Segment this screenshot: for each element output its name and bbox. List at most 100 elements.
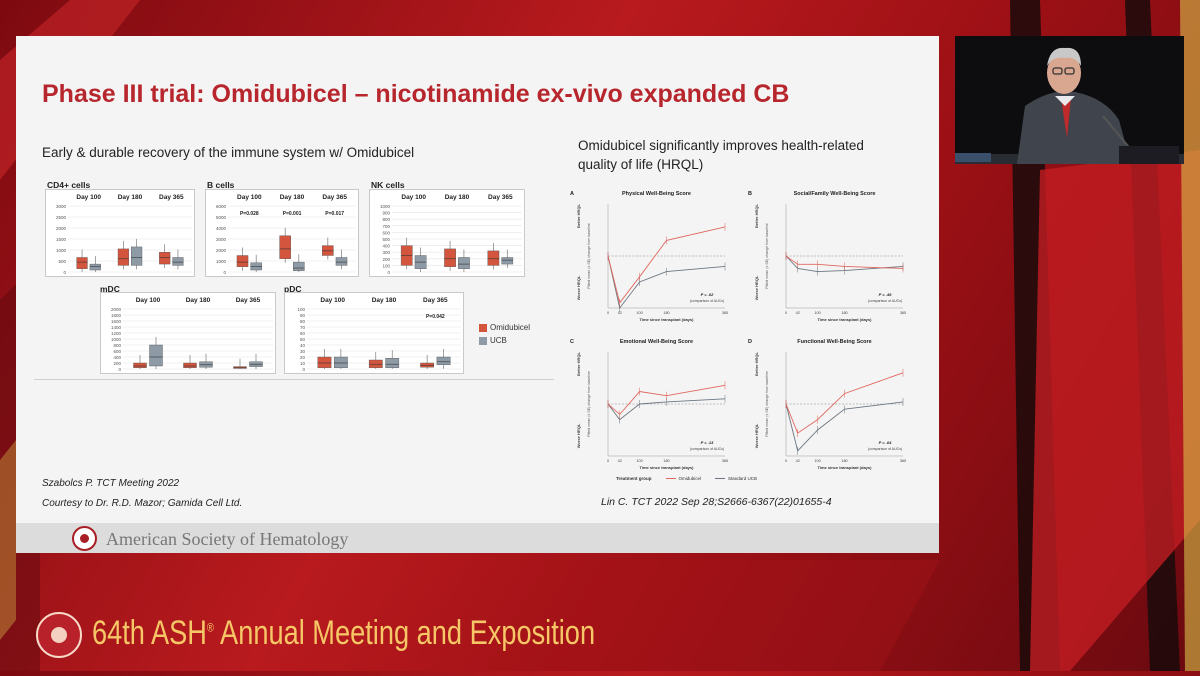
- omidubicel-box: [444, 248, 456, 267]
- x-tick-label: 42: [618, 311, 622, 315]
- y-tick-label: 60: [300, 331, 306, 336]
- omidubicel-box: [322, 245, 334, 256]
- y-tick-label: 400: [113, 355, 121, 360]
- omidubicel-box: [317, 356, 332, 369]
- y-tick-label: 1800: [111, 313, 122, 318]
- boxplot-label: mDC: [100, 284, 120, 294]
- ucb-box: [172, 257, 184, 266]
- y-tick-label: 1000: [216, 259, 227, 264]
- x-tick-label: 365: [722, 311, 728, 315]
- y-tick-label: 100: [382, 263, 390, 268]
- y-axis-annotations: Better HRQL Worse HRQL: [754, 351, 759, 448]
- day-label: Day 100: [320, 297, 345, 304]
- hrql-panel: C Emotional Well-Being Score Better HRQL Wo…: [568, 334, 733, 474]
- y-tick-label: 30: [300, 349, 306, 354]
- y-tick-label: 1600: [111, 319, 122, 324]
- ash-logo-icon: [72, 526, 97, 551]
- boxplot-label: B cells: [207, 180, 235, 190]
- y-tick-label: 800: [113, 343, 121, 348]
- y-tick-label: 800: [382, 217, 390, 222]
- y-tick-label: 1000: [380, 204, 391, 209]
- ucb-box: [501, 257, 514, 265]
- day-label: Day 180: [372, 297, 397, 304]
- worse-label: Worse HRQL: [754, 275, 759, 300]
- better-label: Better HRQL: [576, 203, 581, 228]
- panel-letter: C: [570, 339, 574, 345]
- worse-label: Worse HRQL: [576, 275, 581, 300]
- day-label: Day 180: [280, 194, 305, 201]
- hrql-legend-omid-swatch: [665, 478, 676, 480]
- y-tick-label: 2000: [56, 226, 67, 231]
- left-subtitle: Early & durable recovery of the immune s…: [42, 145, 415, 160]
- day-label: Day 365: [236, 297, 261, 304]
- better-label: Better HRQL: [754, 351, 759, 376]
- y-axis-title: Fitted mean (± SE) change from baseline: [765, 371, 769, 437]
- y-tick-label: 200: [113, 361, 121, 366]
- ucb-box: [149, 344, 163, 367]
- x-axis-label: Time since transplant (days): [818, 317, 873, 322]
- x-tick-label: 100: [814, 459, 820, 463]
- y-axis-title: Fitted mean (± SE) change from baseline: [587, 371, 591, 437]
- y-tick-label: 2000: [216, 248, 227, 253]
- ash-event-logo-icon: [36, 612, 82, 658]
- x-axis-label: Time since transplant (days): [818, 465, 873, 470]
- ash-footer: American Society of Hematology: [16, 523, 939, 553]
- panel-title: Physical Well-Being Score: [622, 191, 691, 197]
- ucb-box: [436, 356, 451, 365]
- x-tick-label: 0: [607, 311, 609, 315]
- day-label: Day 365: [159, 194, 184, 201]
- y-axis-label: Fitted mean (± SE) change from baseline: [587, 371, 591, 437]
- omidubicel-box: [76, 257, 88, 269]
- day-label: Day 365: [322, 194, 347, 201]
- y-tick-label: 0: [223, 270, 226, 275]
- y-axis-annotations: Better HRQL Worse HRQL: [754, 203, 759, 300]
- divider: [34, 379, 554, 380]
- hrql-panel-svg: D Functional Well-Being Score Better HRQL W…: [748, 339, 906, 470]
- boxplot-chart: 1000 900 800 700 600 500 400 300 200 100 0 Day 100 D…: [369, 189, 525, 277]
- y-tick-label: 500: [382, 237, 390, 242]
- hrql-panel: D Functional Well-Being Score Better HRQL W…: [746, 334, 911, 474]
- y-tick-label: 2500: [56, 215, 67, 220]
- event-title: 64th ASH® Annual Meeting and Exposition: [92, 614, 596, 652]
- ref-left-2: Courtesy to Dr. R.D. Mazor; Gamida Cell …: [42, 498, 243, 509]
- omidubicel-box: [117, 248, 129, 266]
- y-tick-label: 3000: [216, 237, 227, 242]
- p-value-label: P=0.001: [283, 211, 302, 217]
- boxplot-chart: 6000 5000 4000 3000 2000 1000 0 Day 100 P=0.028 D…: [205, 189, 359, 277]
- omidubicel-box: [487, 250, 500, 266]
- x-tick-label: 100: [636, 459, 642, 463]
- y-tick-label: 90: [300, 313, 306, 318]
- x-tick-label: 180: [663, 311, 669, 315]
- y-tick-label: 1500: [56, 237, 67, 242]
- day-label: Day 100: [237, 194, 262, 201]
- hrql-legend-omid: Omidubicel: [678, 476, 702, 481]
- x-tick-label: 0: [785, 311, 787, 315]
- ucb-box: [250, 262, 262, 271]
- p-value: P = .02: [701, 292, 714, 297]
- y-tick-label: 700: [382, 224, 390, 229]
- ucb-box: [131, 246, 143, 266]
- y-tick-label: 6000: [216, 204, 227, 209]
- omidubicel-box: [183, 362, 197, 368]
- panel-letter: D: [748, 339, 752, 345]
- y-tick-label: 3000: [56, 204, 67, 209]
- hrql-panel-svg: C Emotional Well-Being Score Better HRQL Wo…: [570, 339, 728, 470]
- y-axis-label: Fitted mean (± SE) change from baseline: [765, 371, 769, 437]
- y-tick-label: 1000: [111, 337, 122, 342]
- x-tick-label: 100: [814, 311, 820, 315]
- hrql-legend-ucb: Standard UCB: [728, 476, 758, 481]
- y-tick-label: 0: [63, 270, 66, 275]
- p-value-label: P=0.042: [426, 314, 445, 320]
- day-label: Day 100: [76, 194, 101, 201]
- worse-label: Worse HRQL: [754, 423, 759, 448]
- p-value: P = .13: [701, 440, 714, 445]
- y-tick-label: 50: [300, 337, 306, 342]
- y-tick-label: 70: [300, 325, 306, 330]
- y-tick-label: 1400: [111, 325, 122, 330]
- ash-org-name: American Society of Hematology: [106, 529, 349, 549]
- x-tick-label: 180: [663, 459, 669, 463]
- x-tick-label: 365: [900, 311, 906, 315]
- omidubicel-box: [133, 362, 147, 368]
- slide-title: Phase III trial: Omidubicel – nicotinami…: [42, 80, 790, 108]
